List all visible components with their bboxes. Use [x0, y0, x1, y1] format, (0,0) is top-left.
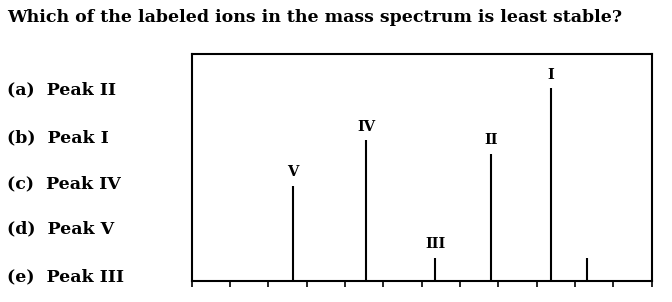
Text: (d)  Peak V: (d) Peak V	[7, 220, 114, 237]
Text: III: III	[425, 237, 446, 251]
Text: (b)  Peak I: (b) Peak I	[7, 130, 108, 147]
Text: (c)  Peak IV: (c) Peak IV	[7, 175, 120, 192]
Text: (e)  Peak III: (e) Peak III	[7, 269, 124, 286]
Text: (a)  Peak II: (a) Peak II	[7, 82, 116, 98]
Text: I: I	[547, 68, 554, 82]
Text: IV: IV	[358, 120, 376, 133]
Text: V: V	[287, 165, 298, 179]
Text: Which of the labeled ions in the mass spectrum is least stable?: Which of the labeled ions in the mass sp…	[7, 9, 622, 26]
Text: II: II	[484, 133, 497, 147]
